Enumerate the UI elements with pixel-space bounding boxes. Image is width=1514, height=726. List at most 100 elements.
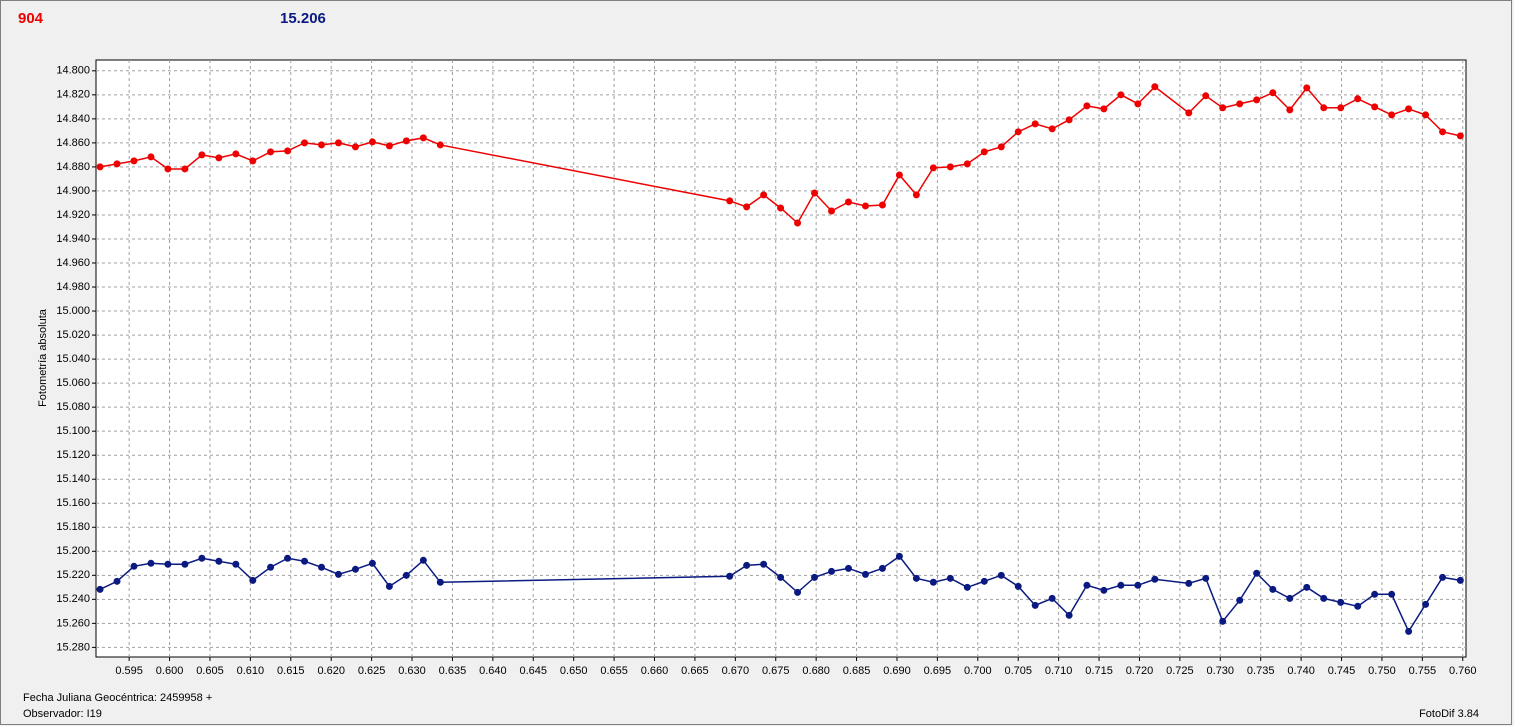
- data-point: [1337, 598, 1345, 606]
- data-point: [811, 573, 819, 581]
- data-point: [1185, 109, 1193, 117]
- data-point: [1422, 111, 1430, 119]
- data-point: [1269, 89, 1277, 97]
- data-point: [368, 559, 376, 567]
- x-tick-label: 0.695: [924, 665, 952, 677]
- x-tick-label: 0.625: [358, 665, 386, 677]
- y-tick-label: 14.860: [56, 137, 90, 149]
- data-point: [1031, 120, 1039, 128]
- data-point: [1031, 601, 1039, 609]
- data-point: [267, 148, 275, 156]
- data-point: [232, 560, 240, 568]
- data-point: [1354, 95, 1362, 103]
- y-tick-label: 14.900: [56, 185, 90, 197]
- data-point: [1388, 111, 1396, 119]
- observer: Observador: I19: [23, 708, 102, 720]
- data-point: [878, 201, 886, 209]
- data-point: [1456, 132, 1464, 140]
- y-tick-label: 14.960: [56, 257, 90, 269]
- data-point: [1269, 585, 1277, 593]
- data-point: [1405, 627, 1413, 635]
- data-point: [1117, 581, 1125, 589]
- data-point: [861, 202, 869, 210]
- data-point: [334, 139, 342, 147]
- data-point: [402, 571, 410, 579]
- legend-label: 904: [18, 10, 44, 27]
- data-point: [318, 141, 326, 149]
- plot-area: [95, 59, 1467, 658]
- data-point: [726, 572, 734, 580]
- x-tick-label: 0.630: [398, 665, 426, 677]
- data-point: [1151, 575, 1159, 583]
- series-line: [99, 555, 1461, 633]
- y-tick-label: 14.980: [56, 281, 90, 293]
- y-tick-label: 14.820: [56, 89, 90, 101]
- x-tick-label: 0.750: [1368, 665, 1396, 677]
- data-point: [844, 198, 852, 206]
- data-point: [1065, 116, 1073, 124]
- data-point: [963, 160, 971, 168]
- data-point: [351, 565, 359, 573]
- y-tick-label: 14.880: [56, 161, 90, 173]
- x-tick-label: 0.705: [1004, 665, 1032, 677]
- data-point: [318, 563, 326, 571]
- x-tick-label: 0.670: [722, 665, 750, 677]
- x-tick-label: 0.640: [479, 665, 507, 677]
- y-tick-label: 15.140: [56, 473, 90, 485]
- data-point: [929, 164, 937, 172]
- data-point: [828, 567, 836, 575]
- y-axis-label: Fotometría absoluta: [37, 308, 49, 407]
- data-point: [1219, 104, 1227, 112]
- x-tick-label: 0.645: [520, 665, 548, 677]
- data-point: [1456, 576, 1464, 584]
- data-point: [828, 207, 836, 215]
- y-tick-label: 15.120: [56, 449, 90, 461]
- data-point: [1134, 581, 1142, 589]
- series-line: [99, 85, 1461, 225]
- data-point: [1219, 617, 1227, 625]
- data-point: [1286, 106, 1294, 114]
- data-point: [1303, 583, 1311, 591]
- data-point: [1117, 91, 1125, 99]
- data-point: [113, 160, 121, 168]
- data-point: [1253, 96, 1261, 104]
- data-point: [1236, 100, 1244, 108]
- x-tick-label: 0.740: [1287, 665, 1315, 677]
- data-point: [1320, 104, 1328, 112]
- x-tick-label: 0.675: [762, 665, 790, 677]
- x-tick-label: 0.730: [1207, 665, 1235, 677]
- y-tick-label: 15.160: [56, 497, 90, 509]
- data-point: [1134, 100, 1142, 108]
- data-point: [334, 570, 342, 578]
- data-point: [1014, 582, 1022, 590]
- data-point: [419, 134, 427, 142]
- data-point: [946, 574, 954, 582]
- data-point: [895, 552, 903, 560]
- x-tick-label: 0.715: [1085, 665, 1113, 677]
- data-point: [1202, 574, 1210, 582]
- data-point: [113, 577, 121, 585]
- data-point: [760, 560, 768, 568]
- x-tick-label: 0.595: [115, 665, 143, 677]
- data-point: [1185, 579, 1193, 587]
- data-point: [1151, 83, 1159, 91]
- y-tick-label: 15.100: [56, 425, 90, 437]
- data-point: [1439, 573, 1447, 581]
- data-point: [963, 583, 971, 591]
- y-tick-label: 15.040: [56, 353, 90, 365]
- y-tick-label: 15.020: [56, 329, 90, 341]
- x-tick-label: 0.685: [843, 665, 871, 677]
- data-point: [130, 562, 138, 570]
- data-point: [997, 143, 1005, 151]
- data-point: [1048, 125, 1056, 133]
- data-point: [1014, 128, 1022, 136]
- data-point: [811, 189, 819, 197]
- x-tick-label: 0.600: [156, 665, 184, 677]
- y-tick-label: 15.260: [56, 617, 90, 629]
- x-tick-label: 0.680: [802, 665, 830, 677]
- data-point: [912, 191, 920, 199]
- x-tick-label: 0.720: [1126, 665, 1154, 677]
- data-point: [1286, 594, 1294, 602]
- data-point: [284, 554, 292, 562]
- x-tick-label: 0.635: [439, 665, 467, 677]
